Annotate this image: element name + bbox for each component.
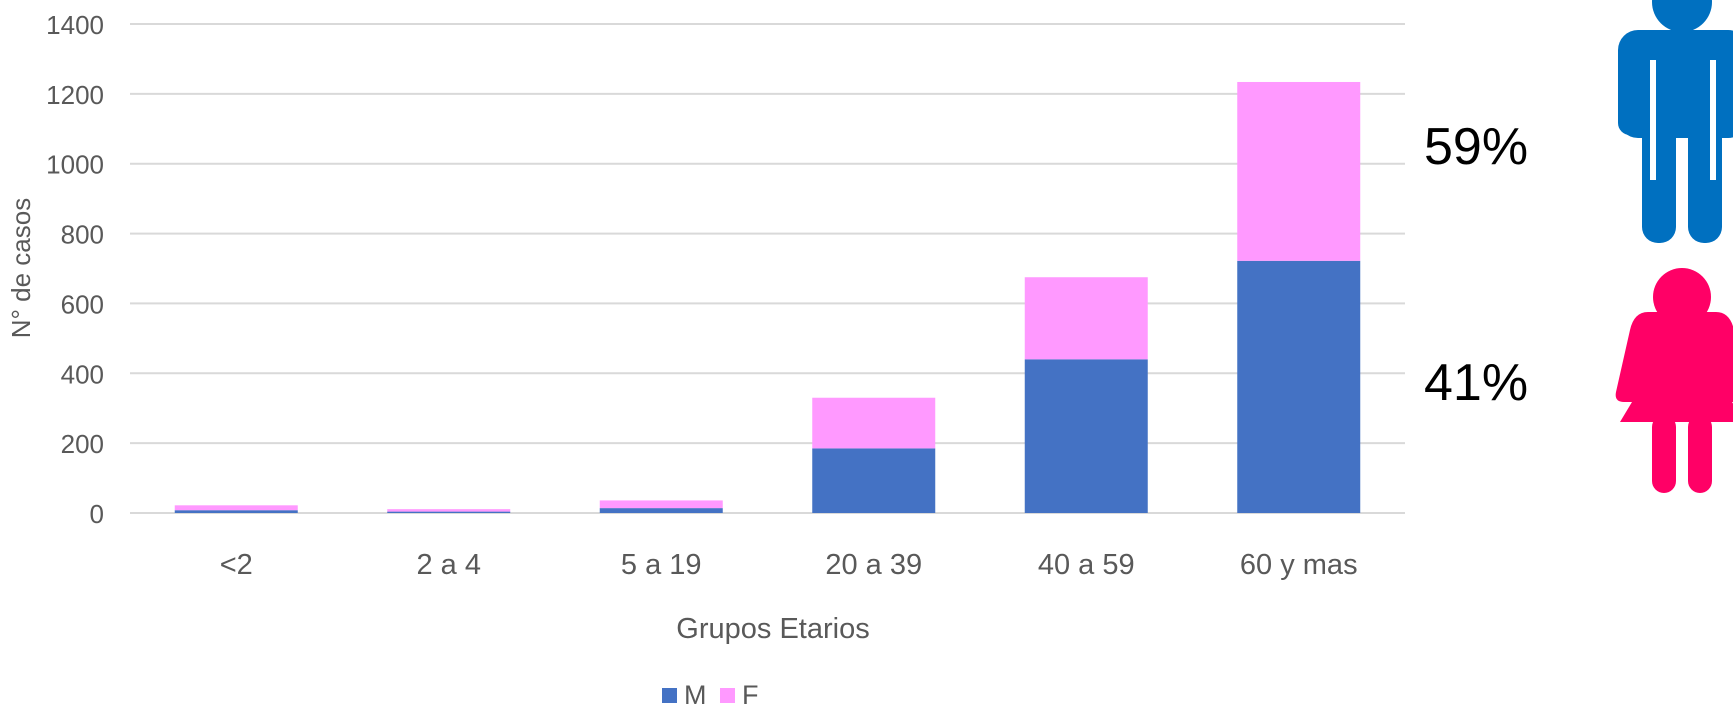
y-tick-label: 1200	[46, 80, 104, 110]
bar-m-0	[174, 510, 298, 513]
bar-m-2	[599, 508, 723, 513]
y-tick-label: 400	[61, 359, 104, 389]
bars	[174, 81, 1361, 513]
legend-swatch-f	[720, 688, 735, 703]
y-tick-label: 0	[90, 499, 104, 529]
legend-label-f: F	[742, 680, 759, 706]
bar-f-1	[387, 509, 511, 512]
bar-m-4	[1024, 359, 1148, 513]
female-percent: 41%	[1424, 354, 1528, 412]
bar-m-1	[387, 511, 511, 513]
y-tick-label: 1000	[46, 150, 104, 180]
x-tick-label: 5 a 19	[621, 549, 702, 581]
female-person-icon	[1615, 268, 1733, 493]
y-tick-label: 800	[61, 220, 104, 250]
y-axis-label: N° de casos	[6, 198, 36, 338]
x-tick-label: <2	[220, 549, 253, 581]
x-tick-label: 60 y mas	[1240, 549, 1358, 581]
bar-f-0	[174, 505, 298, 511]
bar-f-2	[599, 500, 723, 509]
y-tick-label: 600	[61, 289, 104, 319]
gridlines	[130, 23, 1405, 514]
legend-label-m: M	[684, 680, 707, 706]
y-tick-label: 1400	[46, 10, 104, 40]
bar-m-5	[1237, 260, 1361, 513]
x-tick-label: 2 a 4	[417, 549, 482, 581]
bar-m-3	[812, 448, 936, 513]
bar-f-4	[1024, 277, 1148, 360]
x-tick-label: 40 a 59	[1038, 549, 1135, 581]
male-person-icon	[1618, 0, 1733, 243]
male-percent: 59%	[1424, 118, 1528, 176]
x-tick-label: 20 a 39	[825, 549, 922, 581]
x-tick-labels: <2 2 a 4 5 a 19 20 a 39 40 a 59 60 y mas	[220, 549, 1358, 581]
y-tick-label: 200	[61, 429, 104, 459]
legend-swatch-m	[662, 688, 677, 703]
x-axis-label: Grupos Etarios	[676, 613, 869, 645]
bar-f-5	[1237, 81, 1361, 261]
y-tick-labels: 0 200 400 600 800 1000 1200 1400	[46, 10, 104, 529]
bar-f-3	[812, 397, 936, 449]
